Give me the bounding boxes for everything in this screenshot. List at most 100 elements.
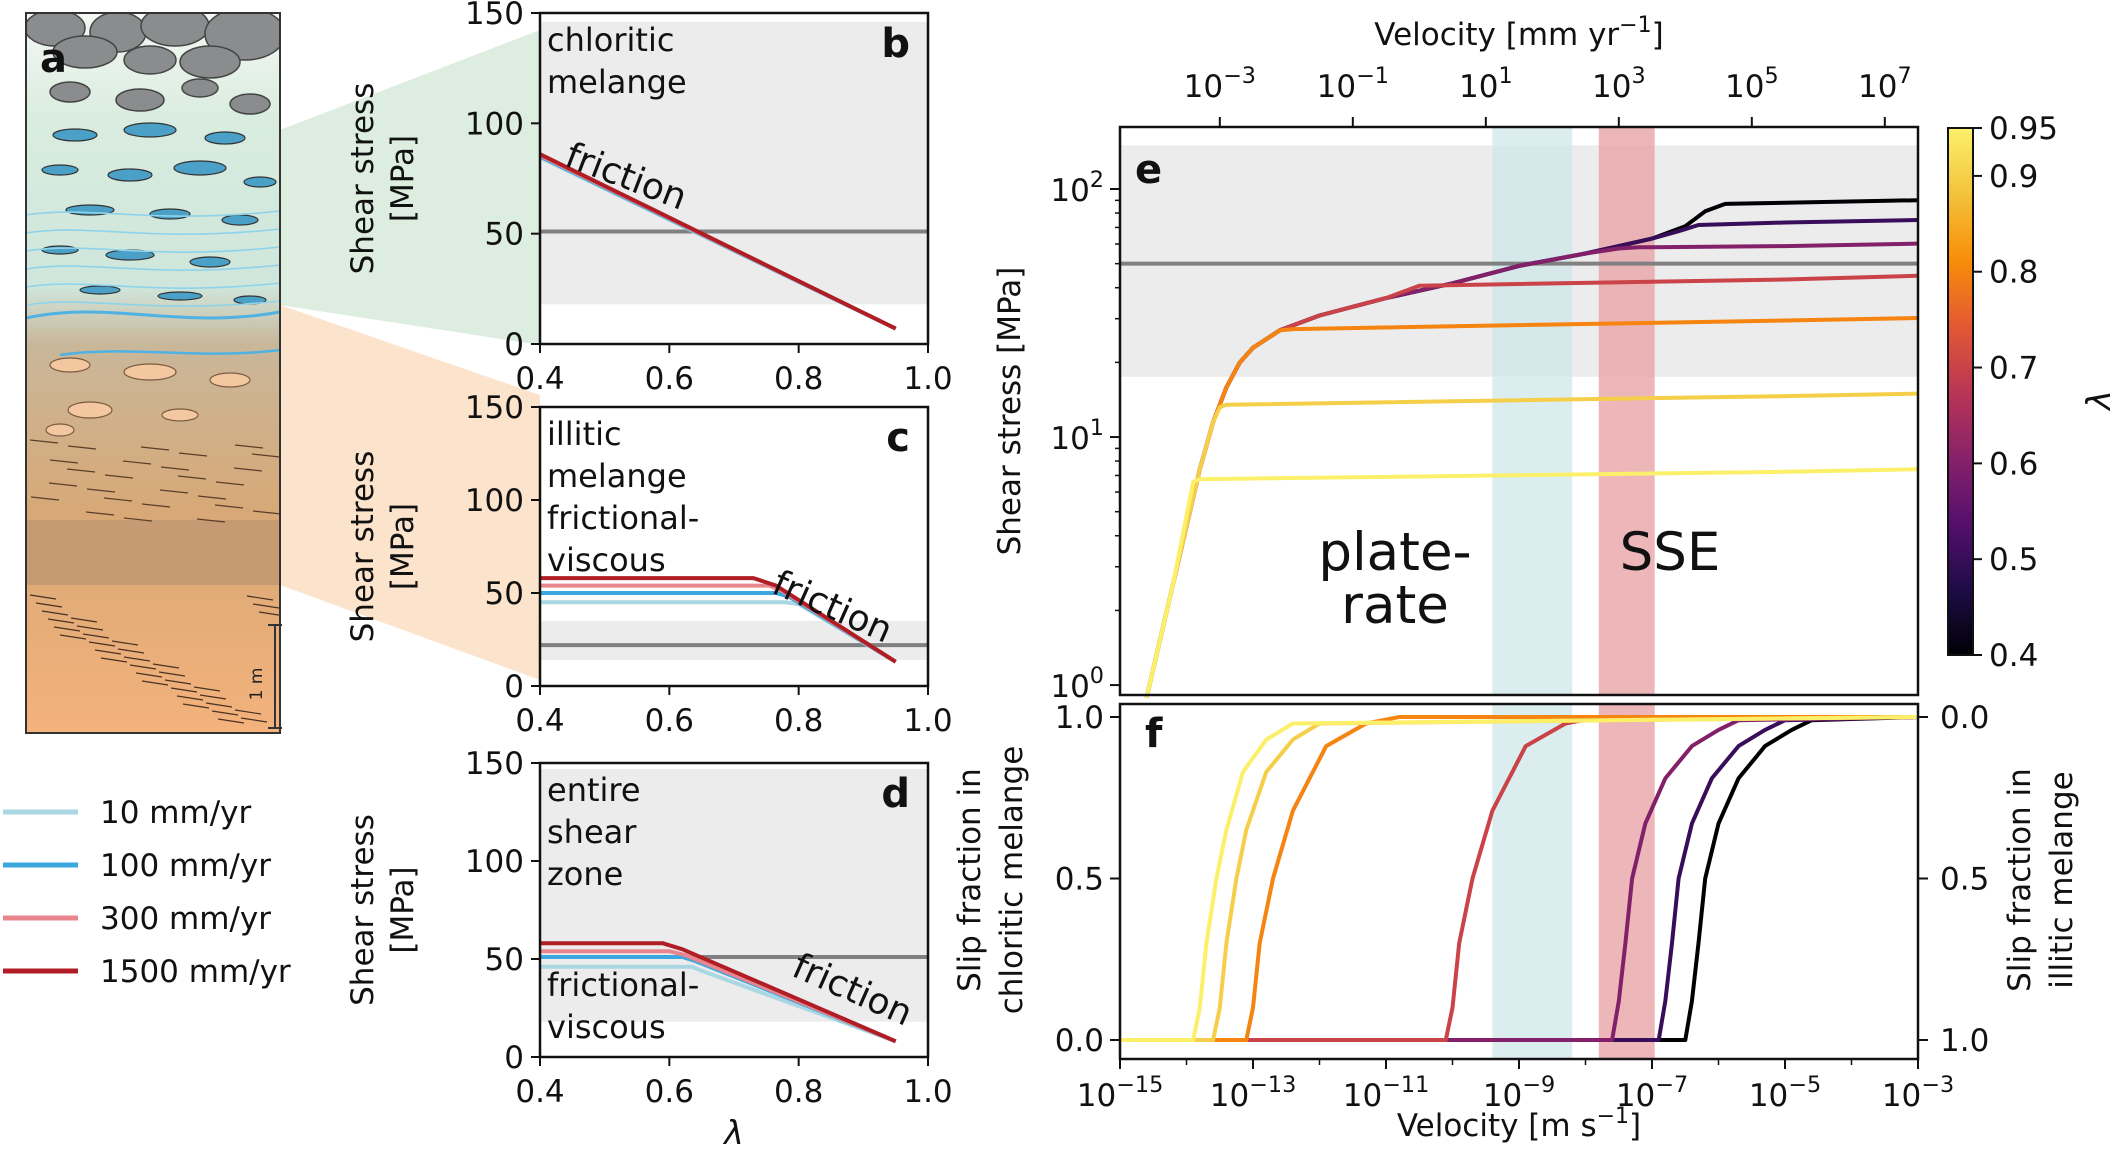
x-tick-label: 10−9	[1483, 1072, 1555, 1114]
x-tick-label: 0.8	[774, 703, 823, 739]
fabric-dash	[86, 488, 116, 493]
panel-f: 0.0 0.5 1.0 1.0 0.5 0.0 10−15 10−13 10−11 10−9 10−…	[952, 700, 2080, 1144]
sse-band	[1598, 704, 1655, 1059]
panel-letter-c: c	[886, 415, 910, 461]
panel-label: illitic	[547, 415, 622, 453]
vein-line	[26, 300, 280, 307]
fabric-dash	[252, 603, 280, 609]
panel-a-column: a 1 m	[25, 12, 540, 734]
x-tick-label: 1.0	[903, 703, 952, 739]
y-axis-label: [MPa]	[385, 866, 421, 953]
fabric-dash	[240, 717, 268, 723]
panel-label: zone	[547, 855, 623, 893]
series-line	[1120, 715, 1919, 1042]
top-tick-label: 107	[1858, 63, 1912, 105]
fabric-dash	[117, 648, 145, 654]
legend-label: 100 mm/yr	[100, 848, 271, 884]
colorbar-tick-label: 0.8	[1989, 255, 2038, 291]
legend-label: 300 mm/yr	[100, 901, 271, 937]
grey-block	[123, 45, 177, 75]
panel-label: melange	[547, 63, 687, 101]
top-tick-label: 101	[1459, 63, 1513, 105]
panel-label: frictional-	[547, 499, 699, 537]
y-axis-label: Shear stress	[345, 451, 381, 643]
fabric-dash	[234, 444, 264, 449]
panel-letter-a: a	[40, 36, 67, 82]
colorbar-tick-label: 0.5	[1989, 542, 2038, 578]
x-axis-label: Velocity [m s−1]	[1397, 1104, 1641, 1144]
vein-line	[26, 210, 280, 217]
melange-blocks	[26, 13, 280, 724]
curve	[540, 941, 897, 1044]
x-tick-label: 10−5	[1749, 1072, 1821, 1114]
fabric-dash	[159, 489, 189, 494]
y-tick-label: 100	[1050, 663, 1104, 705]
grey-block	[229, 93, 271, 115]
fabric-dash	[211, 710, 239, 716]
x-tick-label: 10−13	[1210, 1072, 1297, 1114]
curve	[540, 949, 897, 1044]
fabric-dash	[59, 634, 87, 640]
grey-block	[52, 35, 118, 69]
fabric-dash	[53, 626, 81, 632]
y-axis-label: Shear stress [MPa]	[992, 267, 1028, 556]
y-tick-label: 101	[1050, 415, 1104, 457]
y-tick-label: 100	[465, 483, 524, 519]
curve	[540, 964, 897, 1044]
y-tick-label: 100	[465, 844, 524, 880]
y-tick-label: 150	[465, 390, 524, 426]
x-tick-label: 0.4	[515, 1074, 564, 1110]
panel-d: 0 50 100 150 0.4 0.6 0.8 1.0 Shear stress [MPa] d e…	[345, 746, 953, 1110]
grey-block	[179, 45, 241, 79]
fabric-dash	[164, 679, 192, 685]
fabric-dash	[29, 439, 59, 444]
series-line	[1120, 715, 1918, 1042]
y-axis-label: [MPa]	[385, 135, 421, 222]
fabric-dash	[141, 680, 169, 686]
plate-rate-band	[1492, 127, 1573, 695]
fabric-dash	[123, 656, 151, 662]
region-label: plate-	[1318, 522, 1471, 583]
panel-label: viscous	[547, 1008, 666, 1046]
tan-block	[49, 357, 91, 373]
fabric-dash	[234, 709, 262, 715]
colorbar-tick-label: 0.9	[1989, 159, 2038, 195]
x-tick-label: 0.4	[515, 361, 564, 397]
fabric-dash	[82, 633, 110, 639]
panel-c: 0 50 100 150 0.4 0.6 0.8 1.0 Shear stress [MPa] c i…	[345, 390, 953, 739]
panel-b: 0 50 100 150 0.4 0.6 0.8 1.0 Shear stress [MPa] b c…	[345, 0, 953, 397]
panel-letter-f: f	[1145, 711, 1163, 757]
fabric-dash	[104, 474, 134, 479]
vein-line	[26, 282, 280, 289]
fabric-dash	[217, 718, 245, 724]
fabric-dash	[170, 687, 198, 693]
fabric-dash	[251, 453, 280, 458]
fabric-dash	[94, 649, 122, 655]
fabric-dash	[160, 466, 190, 471]
blue-block	[107, 168, 153, 182]
fabric-dash	[35, 602, 63, 608]
fabric-dash	[76, 625, 104, 631]
fabric-dash	[196, 518, 226, 523]
x-tick-label: 0.4	[515, 703, 564, 739]
y-tick-label: 150	[465, 746, 524, 782]
x-tick-label: 0.8	[774, 361, 823, 397]
fabric-dash	[258, 611, 280, 616]
panel-label: chloritic	[547, 21, 674, 59]
fabric-dash	[122, 460, 152, 465]
y-axis-label: [MPa]	[385, 503, 421, 590]
series-line	[1120, 715, 1919, 1042]
fabric-dash	[214, 504, 244, 509]
fabric-dash	[66, 468, 96, 473]
x-tick-label: 10−11	[1343, 1072, 1430, 1114]
panel-label: frictional-	[547, 966, 699, 1004]
top-tick-label: 105	[1725, 63, 1779, 105]
y-tick-label: 0.0	[1055, 1023, 1104, 1059]
fabric-dash	[178, 452, 208, 457]
y-right-tick-label: 1.0	[1940, 1023, 1989, 1059]
fabric-dash	[176, 695, 204, 701]
fabric-dash	[135, 672, 163, 678]
x-tick-label: 0.6	[645, 361, 694, 397]
axes-frame	[1118, 125, 1920, 697]
